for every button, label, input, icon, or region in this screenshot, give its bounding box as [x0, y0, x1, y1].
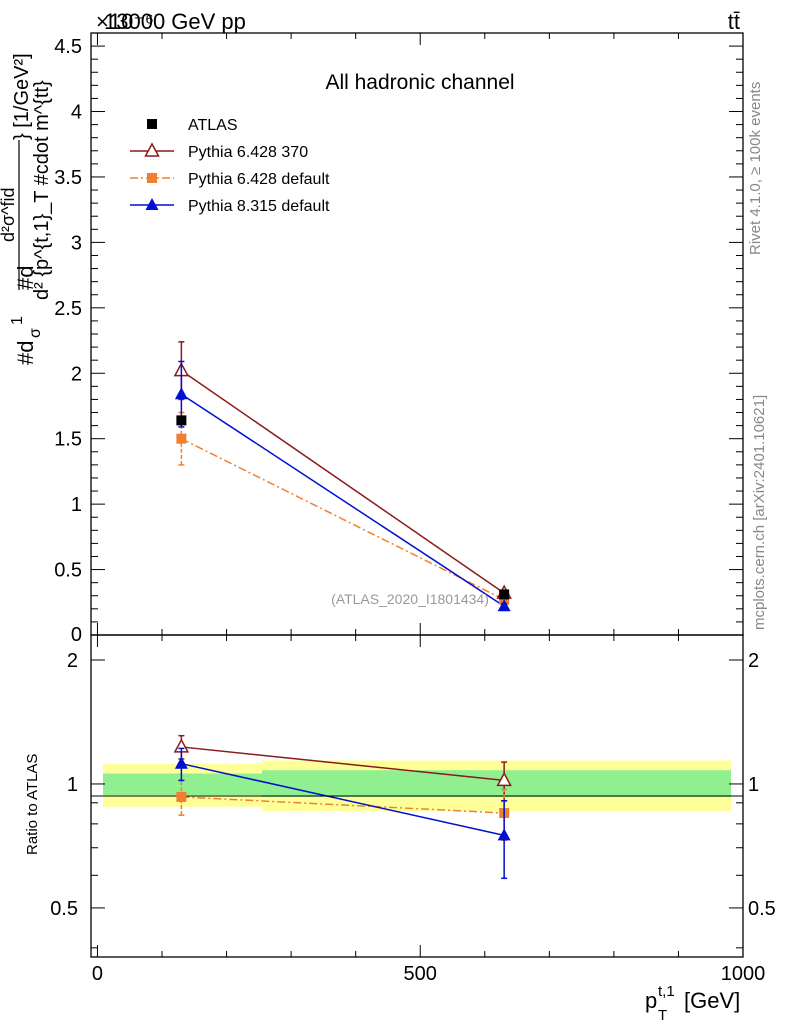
x-tick-label: 1000 [721, 963, 766, 985]
series-line-ratio-0 [181, 746, 505, 782]
xlabel-sup: t,1 [658, 983, 675, 1000]
x-tick-label: 500 [404, 963, 437, 985]
point-main-2-0 [174, 387, 188, 400]
ylabel-frac-bottom: d² {p^{t,1}_T #cdot m^{tt} [31, 80, 53, 300]
legend-marker-3 [145, 198, 159, 210]
point-main-2-1 [497, 599, 511, 612]
x-tick-label: 0 [92, 963, 103, 985]
y-tick-label: 1.5 [54, 429, 82, 451]
legend-marker-2 [147, 173, 157, 183]
series-line-ratio-1 [181, 796, 505, 814]
axis-ticks: 0 500 1000 0.5 1 1.5 2 2.5 3 3.5 4 4.5 0 0.5 0.5 1 1 2 2 [50, 32, 776, 985]
ratio-y-tick-label: 0.5 [50, 898, 78, 920]
ylabel-unit: } [1/GeV²] [11, 53, 33, 140]
point-ratio-2-0 [174, 756, 188, 769]
xlabel-unit: [GeV] [684, 988, 740, 1013]
legend-label-0: ATLAS [188, 117, 238, 134]
y-tick-label: 3.5 [54, 167, 82, 189]
y-tick-label: 4 [71, 102, 82, 124]
xlabel-sub: T [658, 1007, 667, 1024]
ylabel-prefix-frac: 1 [9, 316, 26, 325]
series-line-main-1 [181, 438, 505, 601]
rivet-label: Rivet 4.1.0, ≥ 100k events [747, 82, 764, 255]
ratio-ylabel: Ratio to ATLAS [24, 754, 41, 855]
point-ratio-0-1 [496, 771, 512, 787]
legend-label-1: Pythia 6.428 370 [188, 144, 308, 161]
y-tick-label: 1 [71, 494, 82, 516]
y-tick-label: 3 [71, 232, 82, 254]
point-atlas-1 [499, 589, 510, 600]
point-ratio-1-0 [176, 791, 187, 802]
legend-label-3: Pythia 8.315 default [188, 198, 330, 215]
point-main-1-0 [176, 433, 187, 444]
data-points [173, 341, 512, 880]
ratio-y-tick-label-right: 1 [748, 774, 759, 796]
band-inner-0 [103, 773, 263, 796]
legend-label-2: Pythia 6.428 default [188, 171, 330, 188]
series-line-main-0 [180, 370, 505, 594]
ratio-y-tick-label-right: 2 [748, 650, 759, 672]
watermark: (ATLAS_2020_I1801434) [331, 591, 489, 607]
series-lines [180, 370, 505, 837]
y-tick-label: 0.5 [54, 560, 82, 582]
ratio-uncertainty-bands [103, 760, 731, 811]
ylabel-frac-top: d²σ^fid [0, 187, 18, 242]
ratio-y-tick-label: 2 [67, 650, 78, 672]
xlabel-main: p [645, 988, 657, 1013]
ratio-y-tick-label-right: 0.5 [748, 898, 776, 920]
series-line-ratio-2 [181, 762, 505, 837]
legend-marker-1 [144, 142, 160, 157]
point-ratio-2-1 [497, 828, 511, 841]
ylabel-suffix: #d [13, 266, 38, 290]
legend-marker-0 [147, 119, 157, 129]
ylabel-prefix: #d [13, 341, 38, 365]
exponent-label: ×10⁻⁶ [96, 9, 154, 34]
mcplots-label: mcplots.cern.ch [arXiv:2401.10621] [751, 395, 768, 630]
energy-label: 13000 GeV pp [104, 9, 246, 34]
y-tick-label: 2 [71, 363, 82, 385]
legend: ATLAS Pythia 6.428 370 Pythia 6.428 defaul… [130, 117, 330, 215]
process-label: tt̄ [728, 9, 740, 34]
series-line-main-2 [180, 393, 505, 607]
ylabel-prefix-sigma: σ [27, 328, 44, 338]
y-tick-label-zero: 0 [71, 624, 82, 646]
point-atlas-0 [176, 415, 187, 426]
y-tick-label: 4.5 [54, 36, 82, 58]
xlabel: p T t,1 [GeV] [645, 983, 740, 1024]
ratio-y-tick-label: 1 [67, 774, 78, 796]
y-tick-label: 2.5 [54, 298, 82, 320]
chart-title: All hadronic channel [325, 71, 514, 94]
band-inner-1 [262, 770, 731, 797]
main-ylabel: #d 1 σ #d d²σ^fid d² {p^{t,1}_T #cdot m^… [0, 53, 53, 365]
